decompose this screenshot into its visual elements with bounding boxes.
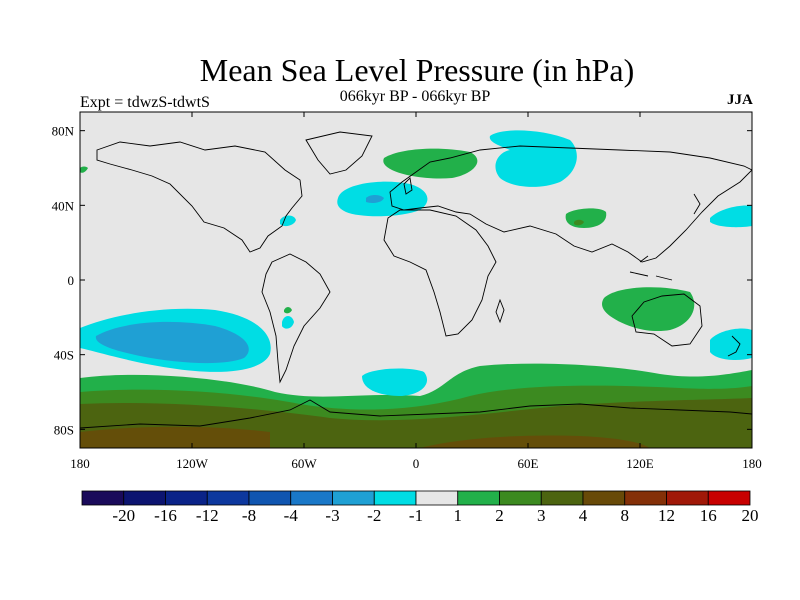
anomaly-scandinavia-high — [383, 148, 478, 179]
colorbar-label: -1 — [409, 506, 423, 525]
colorbar-label: 16 — [700, 506, 717, 525]
coastline-eurasia — [389, 145, 752, 263]
anomaly-south-atlantic-low — [362, 368, 428, 396]
colorbar-swatch — [206, 490, 250, 506]
colorbar-swatch — [332, 490, 375, 506]
anomaly-chile-low — [282, 316, 294, 329]
season-label: JJA — [727, 92, 753, 108]
coastline-indonesia — [629, 255, 673, 281]
anomaly-atlantic-core — [366, 195, 384, 203]
y-tick-label: 80S — [54, 422, 74, 437]
y-tick-label: 40S — [54, 348, 74, 363]
colorbar-label: 8 — [621, 506, 630, 525]
colorbar-label: -20 — [112, 506, 135, 525]
colorbar: -20 -16 -12 -8 -4 -3 -2 -1 1 2 3 4 8 12 16 20 — [81, 490, 759, 525]
coastlines — [80, 131, 752, 429]
y-tick-label: 40N — [52, 198, 75, 213]
x-tick-label: 120E — [626, 456, 654, 471]
colorbar-swatch — [373, 490, 417, 506]
colorbar-label: -4 — [284, 506, 299, 525]
colorbar-label: -2 — [367, 506, 381, 525]
anomaly-west-pacific-high — [80, 166, 88, 173]
anomaly-arctic-low — [489, 130, 577, 187]
colorbar-label: 12 — [658, 506, 675, 525]
colorbar-swatch — [624, 490, 667, 506]
colorbar-swatch — [248, 490, 292, 506]
coastline-north-america — [96, 141, 303, 253]
colorbar-label: -16 — [154, 506, 177, 525]
anomaly-tasman-low — [710, 328, 752, 360]
anomaly-south-band-8 — [80, 426, 650, 448]
colorbar-label: -12 — [196, 506, 219, 525]
coastline-new-zealand — [727, 335, 741, 357]
x-tick-label: 180 — [70, 456, 90, 471]
coastline-australia — [631, 293, 703, 347]
map-plot-area — [80, 112, 752, 448]
anomaly-andes-high — [284, 307, 292, 314]
coastline-japan — [693, 193, 701, 215]
y-tick-label: 0 — [68, 273, 75, 288]
x-tick-label: 0 — [413, 456, 420, 471]
colorbar-swatch — [81, 490, 125, 506]
colorbar-label: 2 — [495, 506, 504, 525]
anomaly-south-pacific-core — [95, 321, 249, 364]
coastline-greenland — [305, 131, 373, 175]
axis-ticks: 180 120W 60W 0 60E 120E 180 80N 40N 0 40S 80S — [52, 112, 762, 471]
period-subtitle: 066kyr BP - 066kyr BP — [339, 88, 491, 105]
colorbar-swatch — [582, 490, 626, 506]
coastline-british-isles — [403, 177, 413, 195]
colorbar-swatch — [666, 490, 709, 506]
coastline-antarctica — [80, 399, 752, 429]
colorbar-label: -3 — [325, 506, 339, 525]
x-tick-label: 60E — [518, 456, 539, 471]
colorbar-label: 1 — [454, 506, 463, 525]
y-tick-label: 80N — [52, 124, 75, 139]
coastline-africa — [383, 209, 497, 337]
coastline-south-america — [261, 253, 331, 384]
experiment-label: Expt = tdwzS-tdwtS — [80, 94, 210, 111]
x-tick-label: 180 — [742, 456, 762, 471]
chart-title: Mean Sea Level Pressure (in hPa) — [199, 52, 635, 88]
colorbar-swatch — [123, 490, 166, 506]
colorbar-swatch — [165, 490, 208, 506]
anomaly-north-pacific-low — [710, 205, 752, 228]
colorbar-label: 3 — [537, 506, 546, 525]
colorbar-label: 20 — [742, 506, 759, 525]
x-tick-label: 120W — [176, 456, 209, 471]
x-tick-label: 60W — [291, 456, 317, 471]
colorbar-swatch — [499, 490, 542, 506]
colorbar-swatch — [290, 490, 333, 506]
anomaly-australia-high — [602, 287, 695, 332]
colorbar-swatch — [707, 490, 751, 506]
colorbar-swatch — [540, 490, 584, 506]
colorbar-swatch — [457, 490, 500, 506]
colorbar-swatch — [415, 490, 459, 506]
anomaly-central-asia-core — [574, 219, 584, 226]
colorbar-label: 4 — [579, 506, 588, 525]
colorbar-label: -8 — [242, 506, 256, 525]
anomaly-east-pacific-north-low — [280, 215, 296, 227]
coastline-madagascar — [495, 298, 505, 324]
